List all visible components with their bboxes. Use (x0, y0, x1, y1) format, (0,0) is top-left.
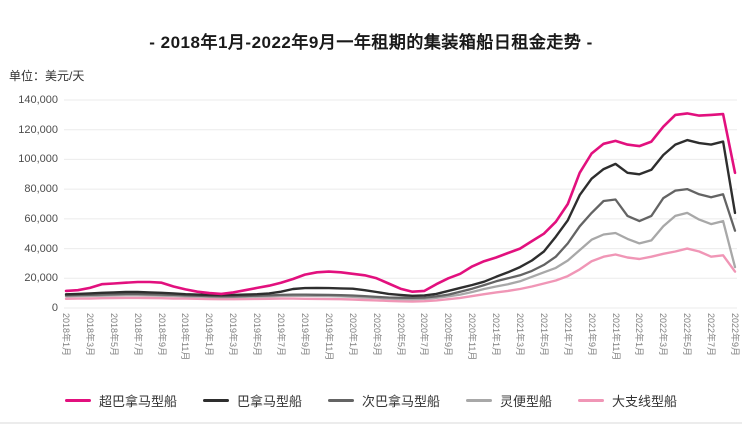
legend-swatch (466, 399, 492, 402)
x-axis-label: 2020年3月 (371, 313, 382, 357)
legend-item-次巴拿马型船[interactable]: 次巴拿马型船 (327, 391, 440, 410)
legend: 超巴拿马型船 巴拿马型船 次巴拿马型船 灵便型船 大支线型船 (0, 391, 742, 410)
chart-title: - 2018年1月-2022年9月一年租期的集装箱船日租金走势 - (149, 33, 593, 52)
series-line-超巴拿马型船 (64, 112, 737, 296)
legend-item-巴拿马型船[interactable]: 巴拿马型船 (202, 391, 302, 410)
y-axis-label: 100,000 (18, 153, 58, 166)
x-axis-label: 2018年5月 (108, 313, 119, 357)
legend-label: 超巴拿马型船 (98, 394, 177, 409)
series-line-灵便型船 (64, 211, 737, 301)
y-axis-label: 0 (51, 302, 58, 314)
legend-label: 次巴拿马型船 (361, 394, 440, 409)
x-axis-label: 2021年5月 (538, 313, 549, 357)
x-axis-label: 2020年11月 (467, 313, 478, 361)
x-axis-label: 2021年7月 (562, 313, 573, 357)
series-line-大支线型船 (64, 247, 737, 303)
x-axis-label: 2018年9月 (156, 313, 167, 357)
x-axis-label: 2022年3月 (658, 313, 669, 357)
legend-label: 巴拿马型船 (236, 394, 302, 409)
x-axis-label: 2020年5月 (395, 313, 406, 357)
x-axis-label: 2022年5月 (682, 313, 693, 357)
legend-item-大支线型船[interactable]: 大支线型船 (578, 391, 677, 410)
x-axis-label: 2019年3月 (228, 313, 239, 357)
series-line-次巴拿马型船 (64, 187, 737, 300)
legend-swatch (578, 399, 605, 402)
legend-item-超巴拿马型船[interactable]: 超巴拿马型船 (64, 391, 177, 410)
y-axis-label: 60,000 (24, 212, 58, 225)
x-axis-label: 2022年9月 (730, 313, 740, 357)
x-axis-label: 2022年1月 (634, 313, 645, 357)
x-axis-label: 2020年9月 (443, 313, 454, 357)
y-axis-label: 80,000 (24, 183, 58, 196)
x-axis-label: 2019年7月 (276, 313, 287, 357)
x-axis-label: 2019年5月 (252, 313, 263, 357)
x-axis-label: 2018年7月 (132, 313, 143, 357)
legend-swatch (64, 399, 91, 402)
x-axis-label: 2021年9月 (586, 313, 597, 357)
legend-label: 大支线型船 (612, 394, 678, 409)
series-line-巴拿马型船 (64, 138, 737, 297)
x-axis-label: 2019年9月 (299, 313, 310, 357)
legend-swatch (202, 399, 229, 402)
x-axis-label: 2021年3月 (514, 313, 525, 357)
bottom-divider (0, 422, 742, 424)
x-axis-label: 2018年3月 (84, 313, 95, 357)
x-axis-label: 2020年7月 (419, 313, 430, 357)
legend-swatch (327, 399, 354, 402)
legend-label: 灵便型船 (500, 394, 553, 409)
legend-item-灵便型船[interactable]: 灵便型船 (466, 391, 552, 410)
x-axis-label: 2020年1月 (347, 313, 358, 357)
unit-label: 单位：美元/天 (9, 69, 85, 83)
y-axis-label: 140,000 (18, 94, 58, 106)
x-axis-label: 2019年1月 (204, 313, 215, 357)
y-axis-label: 40,000 (24, 242, 58, 255)
x-axis-label: 2021年11月 (610, 313, 621, 361)
x-axis-label: 2022年7月 (706, 313, 717, 357)
x-axis-label: 2021年1月 (491, 313, 502, 357)
x-axis-label: 2019年11月 (323, 313, 334, 361)
x-axis-label: 2018年11月 (180, 313, 191, 361)
x-axis-label: 2018年1月 (61, 313, 71, 357)
y-axis-label: 20,000 (24, 272, 58, 285)
y-axis-label: 120,000 (18, 123, 58, 136)
